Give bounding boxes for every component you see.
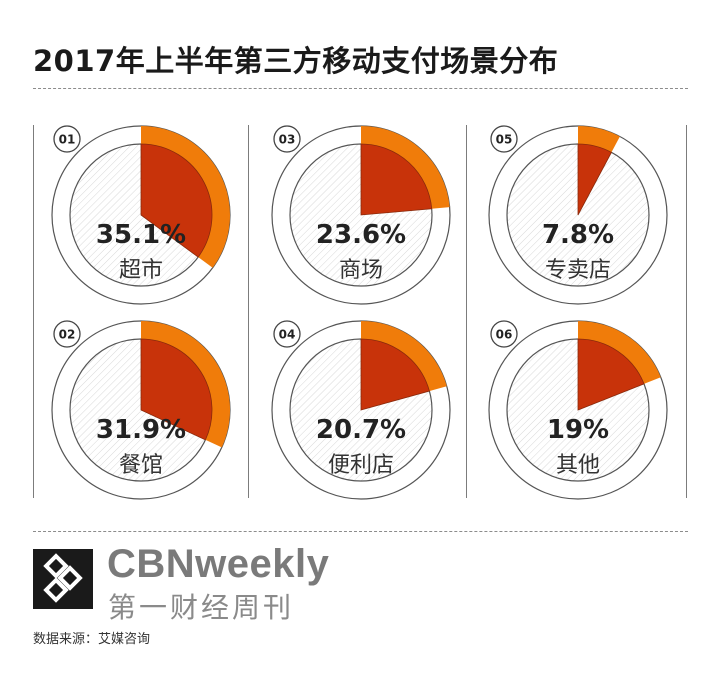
column-divider-2: [466, 125, 467, 498]
pie-slice-02: [140, 338, 213, 441]
category-label: 商场: [339, 258, 383, 283]
top-divider: [33, 88, 688, 89]
bottom-divider: [33, 531, 688, 532]
pie-01: 01 35.1% 超市: [51, 125, 231, 305]
category-label: 其他: [556, 453, 600, 478]
column-divider-1: [248, 125, 249, 498]
index-badge: [53, 125, 81, 153]
pie-06: 06 19% 其他: [488, 320, 668, 500]
index-label: 04: [279, 328, 296, 342]
pie-05: 05 7.8% 专卖店: [488, 125, 668, 305]
category-label: 便利店: [328, 453, 394, 478]
category-label: 餐馆: [119, 453, 163, 478]
data-source: 数据来源：艾媒咨询: [33, 632, 151, 647]
index-badge: [273, 320, 301, 348]
index-badge: [490, 320, 518, 348]
index-label: 01: [59, 133, 76, 147]
left-border: [33, 125, 34, 498]
chart-title: 2017年上半年第三方移动支付场景分布: [33, 44, 559, 78]
cbn-logo-icon: [33, 549, 93, 609]
index-badge: [273, 125, 301, 153]
index-label: 02: [59, 328, 76, 342]
index-label: 06: [496, 328, 513, 342]
pie-04: 04 20.7% 便利店: [271, 320, 451, 500]
category-label: 专卖店: [545, 258, 611, 283]
brand-name: CBNweekly: [107, 542, 330, 586]
pie-slice-05: [577, 143, 612, 216]
right-border: [686, 125, 687, 498]
value-label: 7.8%: [542, 220, 614, 250]
pie-slice-06: [577, 338, 645, 411]
pie-03: 03 23.6% 商场: [271, 125, 451, 305]
pie-slice-04: [360, 338, 430, 411]
pie-slice-03: [360, 143, 433, 216]
category-label: 超市: [119, 258, 163, 283]
index-label: 05: [496, 133, 513, 147]
brand-name-cn: 第一财经周刊: [108, 591, 295, 624]
value-label: 31.9%: [96, 415, 186, 445]
index-badge: [490, 125, 518, 153]
value-label: 19%: [547, 415, 609, 445]
index-label: 03: [279, 133, 296, 147]
value-label: 23.6%: [316, 220, 406, 250]
value-label: 20.7%: [316, 415, 406, 445]
pie-slice-01: [140, 143, 213, 258]
value-label: 35.1%: [96, 220, 186, 250]
index-badge: [53, 320, 81, 348]
pie-02: 02 31.9% 餐馆: [51, 320, 231, 500]
